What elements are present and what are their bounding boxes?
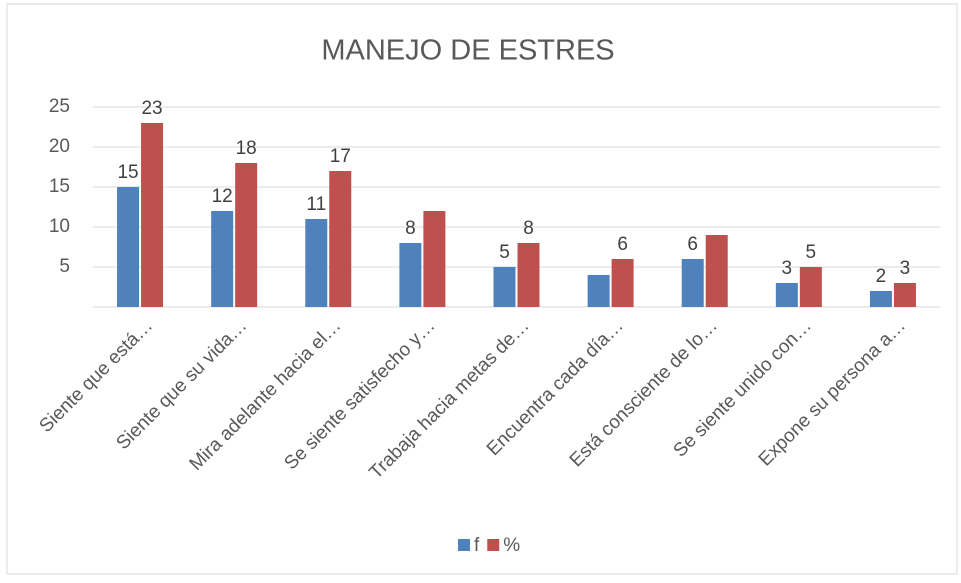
bar xyxy=(117,187,140,307)
bar xyxy=(681,259,704,307)
data-label: 3 xyxy=(782,258,793,279)
y-tick-label: 25 xyxy=(49,96,70,117)
legend-label: f xyxy=(474,535,480,556)
bar xyxy=(211,211,234,307)
bar xyxy=(329,171,352,307)
data-label: 17 xyxy=(330,146,351,167)
data-label: 3 xyxy=(900,258,911,279)
bar xyxy=(493,267,516,307)
data-label: 6 xyxy=(687,234,698,255)
bar xyxy=(775,283,798,307)
data-label: 18 xyxy=(236,138,257,159)
data-label: 2 xyxy=(876,266,887,287)
bar xyxy=(399,243,422,307)
y-tick-label: 20 xyxy=(49,136,70,157)
bar xyxy=(517,243,540,307)
data-label: 15 xyxy=(117,162,138,183)
chart-border xyxy=(6,3,958,575)
y-tick-label: 10 xyxy=(49,216,70,237)
legend-swatch xyxy=(487,539,500,551)
legend-label: % xyxy=(503,535,520,556)
bar xyxy=(235,163,258,307)
data-label: 6 xyxy=(617,234,628,255)
data-label: 8 xyxy=(523,218,534,239)
bar xyxy=(869,291,892,307)
bar xyxy=(799,267,822,307)
data-label: 5 xyxy=(806,242,817,263)
data-label: 23 xyxy=(141,98,162,119)
y-tick-label: 15 xyxy=(49,176,70,197)
chart-title: MANEJO DE ESTRES xyxy=(321,35,614,67)
bar xyxy=(305,219,328,307)
y-tick-label: 5 xyxy=(59,256,70,277)
data-label: 12 xyxy=(212,186,233,207)
bar xyxy=(893,283,916,307)
data-label: 5 xyxy=(499,242,510,263)
legend-swatch xyxy=(458,539,470,551)
bar xyxy=(705,235,728,307)
bar xyxy=(587,275,610,307)
data-label: 11 xyxy=(306,194,326,215)
bar xyxy=(423,211,446,307)
bar xyxy=(611,259,634,307)
bar xyxy=(141,123,164,307)
data-label: 8 xyxy=(405,218,416,239)
